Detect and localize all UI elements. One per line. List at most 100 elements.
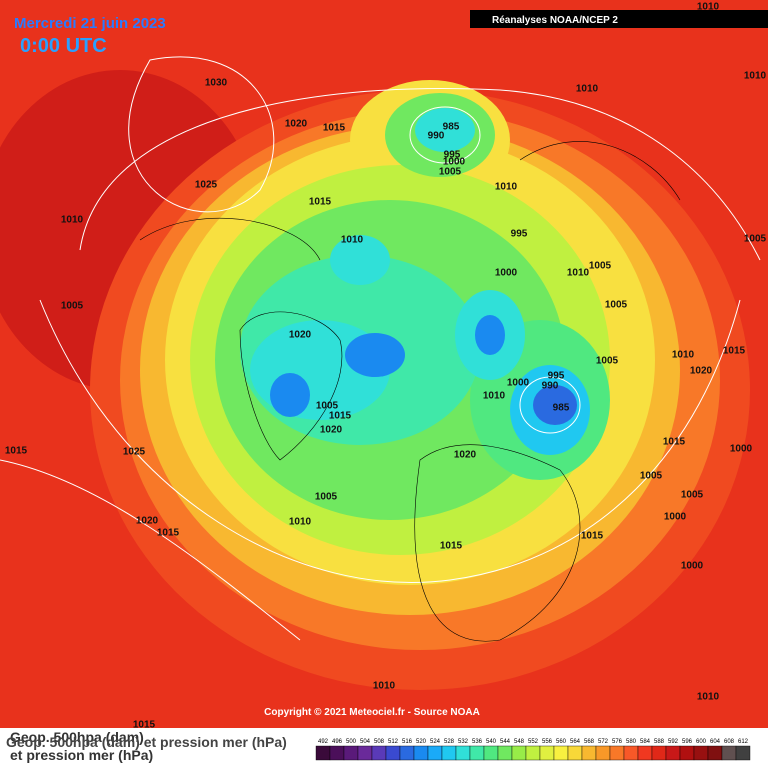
isobar-label: 990	[542, 381, 559, 392]
isobars	[0, 56, 761, 641]
scale-cell	[707, 745, 723, 761]
isobar-label: 1010	[373, 681, 396, 692]
scale-label: 572	[598, 739, 609, 745]
isobar-label: 1005	[744, 234, 767, 245]
isobar-label: 1020	[320, 425, 343, 436]
isobar-label: 1000	[730, 444, 753, 455]
isobar-label: 985	[443, 122, 460, 133]
scale-label: 552	[528, 739, 539, 745]
isobar-label: 1015	[723, 346, 746, 357]
scale-cell	[693, 745, 709, 761]
isobar-label: 1010	[483, 391, 506, 402]
isobar-label: 1010	[672, 350, 695, 361]
scale-cell	[665, 745, 681, 761]
scale-label: 544	[500, 739, 511, 745]
isobar-label: 1010	[289, 517, 312, 528]
isobar-label: 1015	[133, 720, 156, 731]
legend-overlay: Geop. 500hpa (dam) et pression mer (hPa)	[6, 734, 287, 750]
isobar-label: 1020	[136, 516, 159, 527]
scale-cell	[553, 745, 569, 761]
scale-cell	[679, 745, 695, 761]
scale-cell	[427, 745, 443, 761]
scale-cell	[539, 745, 555, 761]
scale-label: 492	[318, 739, 329, 745]
scale-label: 508	[374, 739, 385, 745]
isobar-label: 1005	[61, 301, 84, 312]
isobar-label: 1020	[289, 330, 312, 341]
scale-cell	[525, 745, 541, 761]
scale-cell	[721, 745, 737, 761]
isobar-label: 1010	[341, 235, 364, 246]
scale-label: 600	[696, 739, 707, 745]
scale-cell	[441, 745, 457, 761]
isobar-label: 1015	[663, 437, 686, 448]
isobar-label: 1015	[5, 446, 28, 457]
scale-cell	[637, 745, 653, 761]
scale-label: 536	[472, 739, 483, 745]
scale-label: 524	[430, 739, 441, 745]
scale-cell	[567, 745, 583, 761]
isobar-label: 1010	[495, 182, 518, 193]
scale-label: 580	[626, 739, 637, 745]
scale-label: 504	[360, 739, 371, 745]
scale-cell	[651, 745, 667, 761]
date: Mercredi 21 juin 2023	[14, 15, 166, 32]
isobar-label: 1020	[285, 119, 308, 130]
isobar-label: 1010	[697, 2, 720, 13]
legend-line1: Geop. 500hpa (dam)	[10, 729, 144, 745]
scale-label: 560	[556, 739, 567, 745]
isobar-label: 995	[511, 229, 528, 240]
color-scale: 492 496 500 504 508 512 516 520 524 528 532 536 540 5…	[315, 739, 751, 761]
scale-label: 596	[682, 739, 693, 745]
isobar-label: 1015	[581, 531, 604, 542]
isobar-label: 1010	[61, 215, 84, 226]
isobar-label: 1025	[123, 447, 146, 458]
scale-label: 576	[612, 739, 623, 745]
isobar-label: 990	[428, 131, 445, 142]
legend-line2: et pression mer (hPa)	[10, 747, 153, 763]
scale-cell	[623, 745, 639, 761]
isobar-label: 1020	[690, 366, 713, 377]
isobar-label: 995	[444, 150, 461, 161]
isobar-label: 1015	[309, 197, 332, 208]
scale-label: 568	[584, 739, 595, 745]
scale-label: 512	[388, 739, 399, 745]
scale-cell	[483, 745, 499, 761]
scale-cell	[581, 745, 597, 761]
scale-cell	[357, 745, 373, 761]
scale-cell	[343, 745, 359, 761]
scale-label: 532	[458, 739, 469, 745]
scale-label: 540	[486, 739, 497, 745]
isobar-label: 1025	[195, 180, 218, 191]
isobar-label: 1005	[316, 401, 339, 412]
isobar-label: 1005	[589, 261, 612, 272]
scale-cell	[609, 745, 625, 761]
isobar-label: 995	[548, 371, 565, 382]
isobar-label: 1005	[439, 167, 462, 178]
isobar-label: 1005	[640, 471, 663, 482]
scale-label: 608	[724, 739, 735, 745]
scale-label: 516	[402, 739, 413, 745]
isobar-label: 1015	[323, 123, 346, 134]
source-box	[470, 10, 768, 28]
isobar-label: 1005	[596, 356, 619, 367]
scale-label: 612	[738, 739, 749, 745]
scale-label: 604	[710, 739, 721, 745]
isobar-label: 1000	[443, 157, 466, 168]
scale-cell	[455, 745, 471, 761]
isobar-label: 1005	[315, 492, 338, 503]
scale-label: 556	[542, 739, 553, 745]
scale-label: 528	[444, 739, 455, 745]
copyright: Copyright © 2021 Meteociel.fr - Source N…	[264, 707, 480, 718]
scale-cell	[511, 745, 527, 761]
isobar-label: 1030	[205, 78, 228, 89]
scale-cell	[371, 745, 387, 761]
isobar-label: 1015	[329, 411, 352, 422]
isobar-label: 1020	[454, 450, 477, 461]
time: 0:00 UTC	[20, 35, 107, 57]
scale-label: 564	[570, 739, 581, 745]
scale-cell	[735, 745, 751, 761]
scale-label: 584	[640, 739, 651, 745]
scale-cell	[385, 745, 401, 761]
